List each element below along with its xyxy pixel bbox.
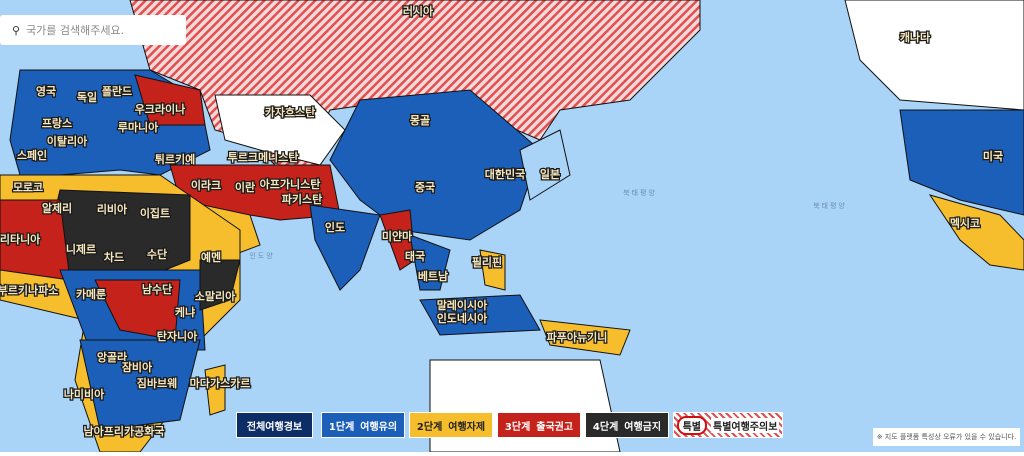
legend-label: 여행금지 bbox=[624, 421, 662, 433]
country-label: 카메룬 bbox=[76, 287, 106, 301]
legend-items: 1단계 여행유의 2단계 여행자제 3단계 출국권고 4단계 여행금지 bbox=[321, 412, 669, 438]
country-label: 캐나다 bbox=[900, 30, 931, 44]
legend-item[interactable]: 1단계 여행유의 bbox=[321, 412, 405, 438]
country-label: 태국 bbox=[405, 249, 425, 263]
country-label: 말레이시아 bbox=[437, 298, 488, 312]
country-label: 이집트 bbox=[140, 206, 170, 220]
legend-label: 출국권고 bbox=[536, 421, 574, 433]
country-label: 짐바브웨 bbox=[137, 376, 177, 390]
legend-step: 1단계 bbox=[328, 421, 355, 433]
ocean-label: 북태평양 bbox=[623, 188, 657, 197]
country-label: 파키스탄 bbox=[282, 192, 322, 206]
country-label: 아프가니스탄 bbox=[260, 177, 321, 191]
country-label: 카자흐스탄 bbox=[265, 105, 316, 119]
legend-item[interactable]: 2단계 여행자제 bbox=[409, 412, 493, 438]
country-label: 대한민국 bbox=[485, 167, 525, 181]
legend-label: 여행자제 bbox=[448, 421, 486, 433]
country-label: 투르크메니스탄 bbox=[228, 150, 299, 164]
country-label: 차드 bbox=[104, 250, 124, 264]
country-label: 탄자니아 bbox=[157, 329, 198, 343]
country-label: 인도네시아 bbox=[437, 311, 488, 325]
search-box[interactable]: ⚲ 국가를 검색해주세요. bbox=[0, 15, 186, 45]
country-label: 멕시코 bbox=[950, 216, 980, 230]
country-label: 모리타니아 bbox=[0, 232, 41, 246]
disclaimer: ※ 지도 플랫폼 특성상 오류가 있을 수 있습니다. bbox=[873, 428, 1020, 446]
country-label: 남수단 bbox=[142, 282, 172, 296]
legend: 전체여행경보 1단계 여행유의 2단계 여행자제 3단계 출국권고 4단계 여행금지 특별 특… bbox=[236, 412, 783, 438]
country-label: 베트남 bbox=[418, 269, 448, 283]
country-label: 인도 bbox=[325, 220, 345, 234]
country-label: 필리핀 bbox=[472, 255, 502, 269]
search-icon: ⚲ bbox=[12, 23, 21, 37]
country-label: 남아프리카공화국 bbox=[84, 424, 165, 438]
legend-special[interactable]: 특별 특별여행주의보 bbox=[673, 412, 783, 438]
country-label: 이라크 bbox=[191, 178, 221, 192]
country-label: 영국 bbox=[36, 85, 56, 98]
country-label: 스페인 bbox=[17, 148, 47, 162]
legend-step: 3단계 bbox=[504, 421, 531, 433]
ocean-label: 북태평양 bbox=[813, 201, 847, 210]
country-label: 미얀마 bbox=[382, 229, 413, 243]
country-label: 미국 bbox=[983, 149, 1003, 163]
country-label: 폴란드 bbox=[102, 84, 132, 98]
country-label: 소말리아 bbox=[195, 289, 236, 303]
country-label: 예멘 bbox=[201, 250, 221, 264]
legend-all[interactable]: 전체여행경보 bbox=[236, 412, 313, 438]
country-label: 중국 bbox=[415, 181, 435, 194]
country-label: 케냐 bbox=[175, 305, 195, 319]
legend-step: 2단계 bbox=[416, 421, 443, 433]
legend-step: 4단계 bbox=[592, 421, 619, 433]
country-label: 모로코 bbox=[13, 181, 43, 194]
legend-item[interactable]: 3단계 출국권고 bbox=[497, 412, 581, 438]
country-label: 리비아 bbox=[97, 202, 128, 216]
country-label: 이란 bbox=[235, 180, 255, 194]
legend-label: 여행유의 bbox=[360, 421, 398, 433]
search-placeholder: 국가를 검색해주세요. bbox=[26, 24, 125, 37]
country-label: 나미비아 bbox=[64, 387, 105, 401]
country-label: 프랑스 bbox=[42, 117, 72, 130]
country-label: 이탈리아 bbox=[47, 134, 88, 148]
country-label: 루마니아 bbox=[118, 120, 159, 134]
country-label: 니제르 bbox=[66, 242, 96, 256]
special-label: 특별여행주의보 bbox=[711, 417, 780, 433]
country-label: 잠비아 bbox=[122, 360, 153, 374]
country-label: 독일 bbox=[77, 90, 97, 104]
country-label: 파푸아뉴기니 bbox=[547, 330, 608, 344]
country-label: 몽골 bbox=[410, 114, 430, 127]
country-label: 부르키나파소 bbox=[0, 283, 58, 297]
country-label: 마다가스카르 bbox=[190, 376, 251, 390]
special-badge: 특별 bbox=[676, 415, 707, 435]
legend-item[interactable]: 4단계 여행금지 bbox=[585, 412, 669, 438]
ocean-label: 인도양 bbox=[249, 251, 274, 260]
country-label: 일본 bbox=[540, 167, 560, 181]
country-label: 우크라이나 bbox=[135, 102, 186, 116]
country-label: 알제리 bbox=[42, 201, 72, 215]
country-label: 러시아 bbox=[403, 4, 434, 18]
country-label: 앙골라 bbox=[97, 350, 128, 364]
country-label: 수단 bbox=[147, 247, 167, 261]
country-label: 튀르키예 bbox=[155, 152, 195, 166]
